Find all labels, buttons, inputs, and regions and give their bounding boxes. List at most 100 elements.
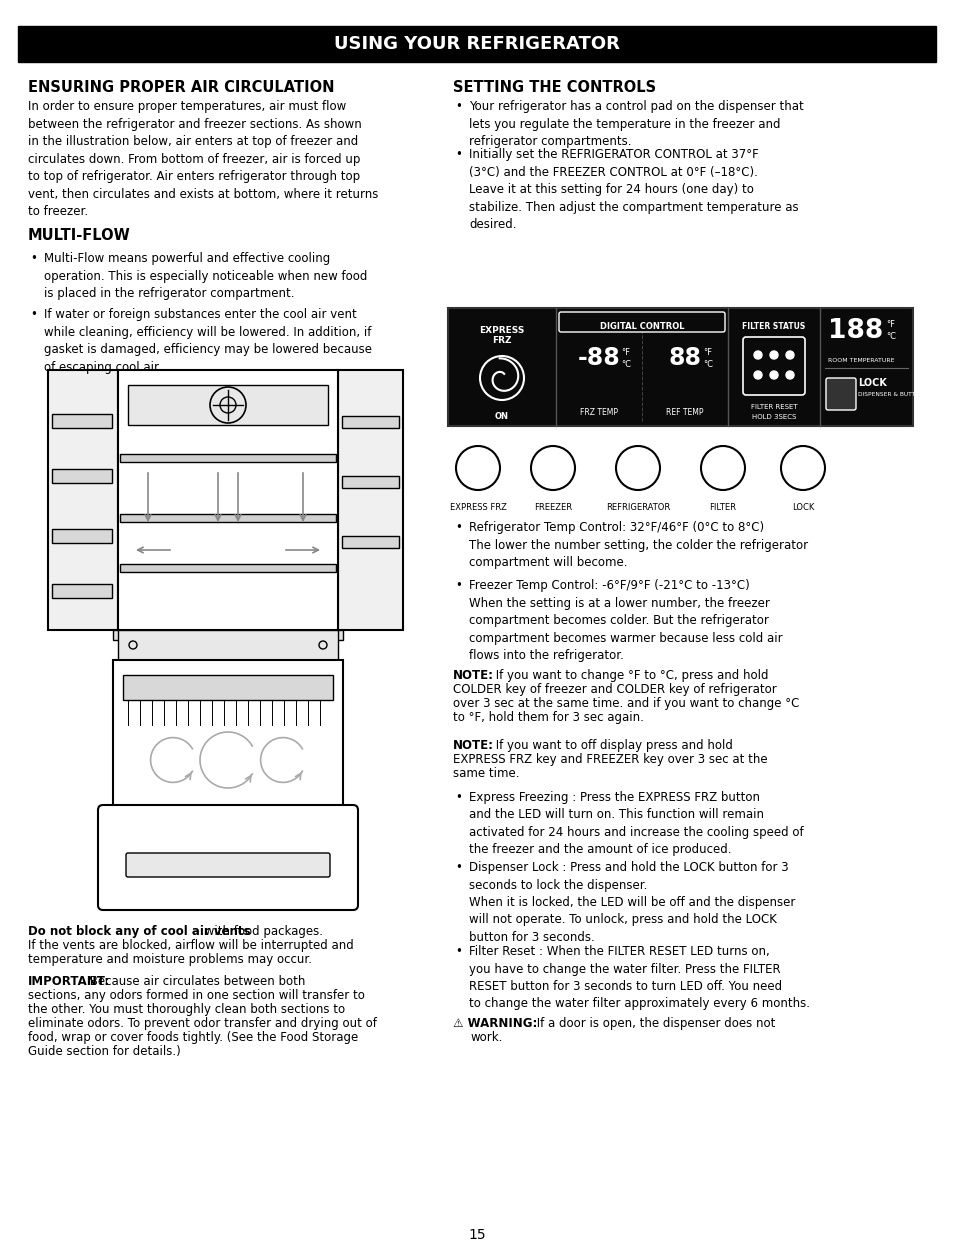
Text: FILTER STATUS: FILTER STATUS [741,322,804,331]
Text: Because air circulates between both: Because air circulates between both [86,975,305,988]
Text: HOLD 3SECS: HOLD 3SECS [751,414,796,420]
Text: sections, any odors formed in one section will transfer to: sections, any odors formed in one sectio… [28,989,364,1002]
Bar [120,515,335,522]
FancyBboxPatch shape [558,312,724,332]
Text: •: • [30,308,37,321]
Text: Do not block any of cool air vents: Do not block any of cool air vents [28,925,251,938]
Circle shape [753,351,761,359]
Text: COLDER key of freezer and COLDER key of refrigerator: COLDER key of freezer and COLDER key of … [453,682,776,696]
Text: •: • [455,791,461,804]
Text: •: • [455,99,461,113]
Text: °C: °C [620,360,630,369]
Bar [112,660,343,810]
Bar [52,469,112,484]
Bar [337,370,402,630]
Text: °C: °C [885,332,895,341]
Text: DISPENSER & BUTTON: DISPENSER & BUTTON [857,392,923,397]
Text: •: • [455,579,461,592]
Text: Dispenser Lock : Press and hold the LOCK button for 3
seconds to lock the dispen: Dispenser Lock : Press and hold the LOCK… [469,861,795,943]
Text: •: • [455,521,461,534]
Text: temperature and moisture problems may occur.: temperature and moisture problems may oc… [28,953,312,966]
Text: food, wrap or cover foods tightly. (See the Food Storage: food, wrap or cover foods tightly. (See … [28,1030,358,1044]
Text: °C: °C [702,360,712,369]
Text: FILTER: FILTER [709,503,736,512]
Circle shape [785,370,793,379]
Text: •: • [455,945,461,958]
Text: If you want to off display press and hold: If you want to off display press and hol… [492,740,732,752]
Bar [118,370,337,630]
Text: NOTE:: NOTE: [453,669,494,682]
Bar [120,564,335,572]
Text: FILTER RESET: FILTER RESET [750,404,797,410]
Bar [48,370,118,630]
Text: °F: °F [702,348,711,357]
Text: EXPRESS FRZ key and FREEZER key over 3 sec at the: EXPRESS FRZ key and FREEZER key over 3 s… [453,753,767,766]
Bar [341,416,398,428]
Bar [18,26,935,62]
Circle shape [785,351,793,359]
Text: Your refrigerator has a control pad on the dispenser that
lets you regulate the : Your refrigerator has a control pad on t… [469,99,803,148]
Text: Filter Reset : When the FILTER RESET LED turns on,
you have to change the water : Filter Reset : When the FILTER RESET LED… [469,945,809,1011]
Bar [123,675,333,700]
Text: the other. You must thoroughly clean both sections to: the other. You must thoroughly clean bot… [28,1003,345,1016]
Text: eliminate odors. To prevent odor transfer and drying out of: eliminate odors. To prevent odor transfe… [28,1017,376,1030]
Bar [128,385,328,425]
Text: If you want to change °F to °C, press and hold: If you want to change °F to °C, press an… [492,669,768,682]
Text: DIGITAL CONTROL: DIGITAL CONTROL [599,322,683,331]
Text: °F: °F [620,348,629,357]
Text: IMPORTANT:: IMPORTANT: [28,975,110,988]
Text: SETTING THE CONTROLS: SETTING THE CONTROLS [453,80,656,94]
Text: to °F, hold them for 3 sec again.: to °F, hold them for 3 sec again. [453,711,643,723]
FancyBboxPatch shape [825,378,855,410]
Text: •: • [30,252,37,265]
Text: ON: ON [495,411,509,421]
Text: ENSURING PROPER AIR CIRCULATION: ENSURING PROPER AIR CIRCULATION [28,80,335,94]
Bar [341,536,398,548]
Bar [120,454,335,462]
FancyBboxPatch shape [98,805,357,910]
Circle shape [769,351,778,359]
Text: USING YOUR REFRIGERATOR: USING YOUR REFRIGERATOR [334,35,619,53]
Text: over 3 sec at the same time. and if you want to change °C: over 3 sec at the same time. and if you … [453,697,799,710]
Text: Multi-Flow means powerful and effective cooling
operation. This is especially no: Multi-Flow means powerful and effective … [44,252,367,300]
Text: ⚠ WARNING:: ⚠ WARNING: [453,1017,537,1030]
Bar [341,476,398,488]
Text: °F: °F [885,319,894,329]
Text: In order to ensure proper temperatures, air must flow
between the refrigerator a: In order to ensure proper temperatures, … [28,99,378,218]
Text: LOCK: LOCK [857,378,886,388]
Text: 15: 15 [468,1228,485,1242]
Text: Initially set the REFRIGERATOR CONTROL at 37°F
(3°C) and the FREEZER CONTROL at : Initially set the REFRIGERATOR CONTROL a… [469,148,798,231]
Text: Freezer Temp Control: -6°F/9°F (-21°C to -13°C)
When the setting is at a lower n: Freezer Temp Control: -6°F/9°F (-21°C to… [469,579,781,663]
Text: If the vents are blocked, airflow will be interrupted and: If the vents are blocked, airflow will b… [28,938,354,952]
Bar [52,414,112,428]
Text: FRZ TEMP: FRZ TEMP [579,408,618,416]
Text: •: • [455,861,461,874]
Bar [448,308,912,426]
Text: REFRIGERATOR: REFRIGERATOR [605,503,669,512]
Circle shape [769,370,778,379]
Bar [52,530,112,543]
Text: same time.: same time. [453,767,519,781]
Text: Refrigerator Temp Control: 32°F/46°F (0°C to 8°C)
The lower the number setting, : Refrigerator Temp Control: 32°F/46°F (0°… [469,521,807,569]
Text: with food packages.: with food packages. [201,925,323,938]
Text: If a door is open, the dispenser does not: If a door is open, the dispenser does no… [533,1017,775,1030]
Bar [118,630,337,660]
Text: FRZ: FRZ [492,336,511,346]
Text: EXPRESS: EXPRESS [478,326,524,336]
Text: NOTE:: NOTE: [453,740,494,752]
Text: If water or foreign substances enter the cool air vent
while cleaning, efficienc: If water or foreign substances enter the… [44,308,372,373]
Circle shape [753,370,761,379]
Text: Guide section for details.): Guide section for details.) [28,1045,180,1058]
Text: work.: work. [471,1030,503,1044]
Text: •: • [455,148,461,162]
Text: FREEZER: FREEZER [534,503,572,512]
Text: ROOM TEMPERATURE: ROOM TEMPERATURE [827,358,894,363]
Bar [112,630,343,640]
Text: MULTI-FLOW: MULTI-FLOW [28,227,131,242]
Text: 88: 88 [668,346,700,370]
Text: LOCK: LOCK [791,503,813,512]
Text: Express Freezing : Press the EXPRESS FRZ button
and the LED will turn on. This f: Express Freezing : Press the EXPRESS FRZ… [469,791,802,856]
Text: 188: 188 [827,318,882,344]
FancyBboxPatch shape [742,337,804,395]
Bar [52,584,112,598]
